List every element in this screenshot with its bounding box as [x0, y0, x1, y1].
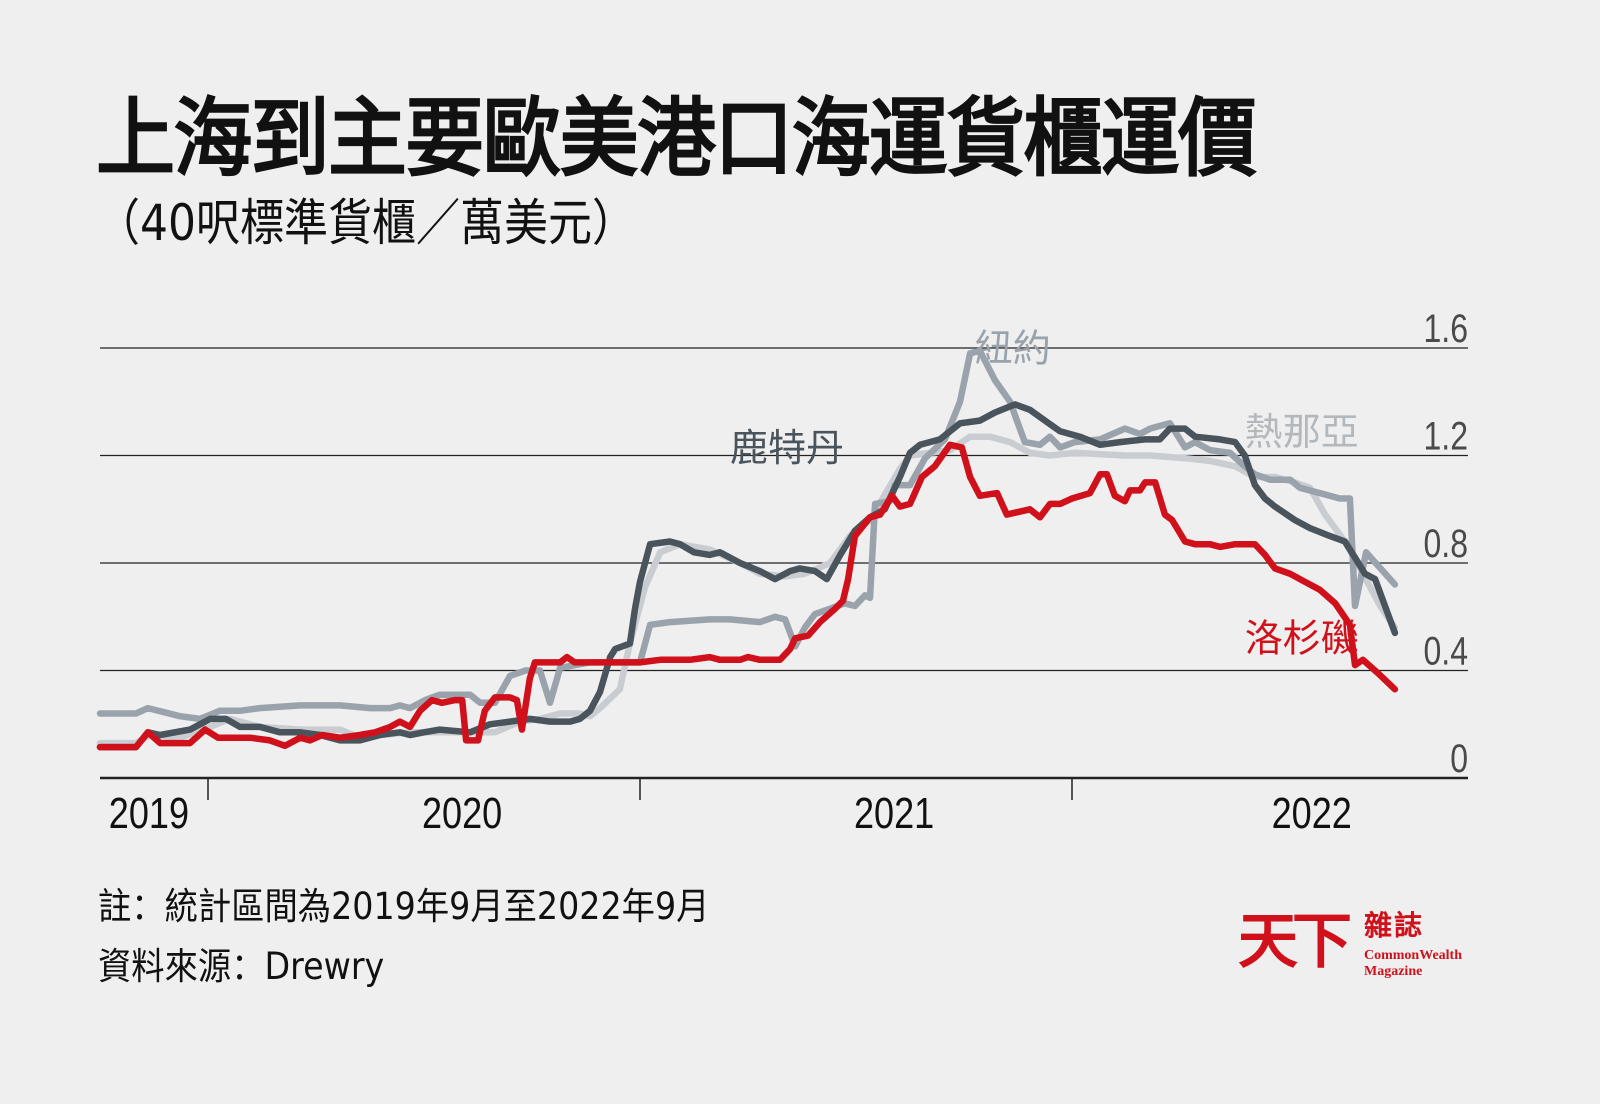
series-line-new_york	[96, 347, 1399, 723]
x-tick-label: 2022	[1272, 789, 1352, 838]
series-line-los_angeles	[96, 441, 1399, 751]
series-label-rotterdam: 鹿特丹	[730, 426, 844, 470]
chart-title: 上海到主要歐美港口海運貨櫃運價	[96, 89, 1257, 189]
series-line-rotterdam	[96, 401, 1399, 751]
series-line-genoa	[96, 433, 1399, 747]
y-tick-label: 1.2	[1424, 413, 1468, 458]
series-lines	[96, 347, 1399, 751]
logo-chinese: 雜誌	[1364, 909, 1425, 942]
logo-english-line1: CommonWealth	[1364, 948, 1462, 963]
gridlines: 0 0.4 0.8 1.2 1.6	[100, 306, 1468, 781]
x-tick-label: 2021	[854, 789, 934, 838]
logo-english-line2: Magazine	[1364, 964, 1423, 979]
series-label-los_angeles: 洛杉磯	[1245, 617, 1359, 661]
x-tick-label: 2020	[422, 789, 502, 838]
y-tick-label: 0.8	[1424, 521, 1468, 566]
footnote: 註：統計區間為2019年9月至2022年9月	[98, 885, 710, 928]
series-label-genoa: 熱那亞	[1245, 410, 1359, 454]
data-source: 資料來源：Drewry	[98, 945, 385, 988]
y-tick-label: 0.4	[1424, 628, 1468, 673]
logo-mark: 天下	[1238, 907, 1352, 977]
x-axis: 2019 2020 2021 2022	[109, 778, 1352, 838]
commonwealth-logo: 天下 雜誌 CommonWealth Magazine	[1238, 912, 1498, 992]
logo-english: CommonWealth Magazine	[1364, 948, 1462, 980]
y-tick-label: 1.6	[1424, 306, 1468, 351]
x-tick-label: 2019	[109, 789, 189, 838]
y-tick-label: 0	[1450, 736, 1468, 781]
chart-subtitle: （40呎標準貨櫃／萬美元）	[96, 194, 636, 252]
series-label-new_york: 紐約	[975, 326, 1051, 370]
